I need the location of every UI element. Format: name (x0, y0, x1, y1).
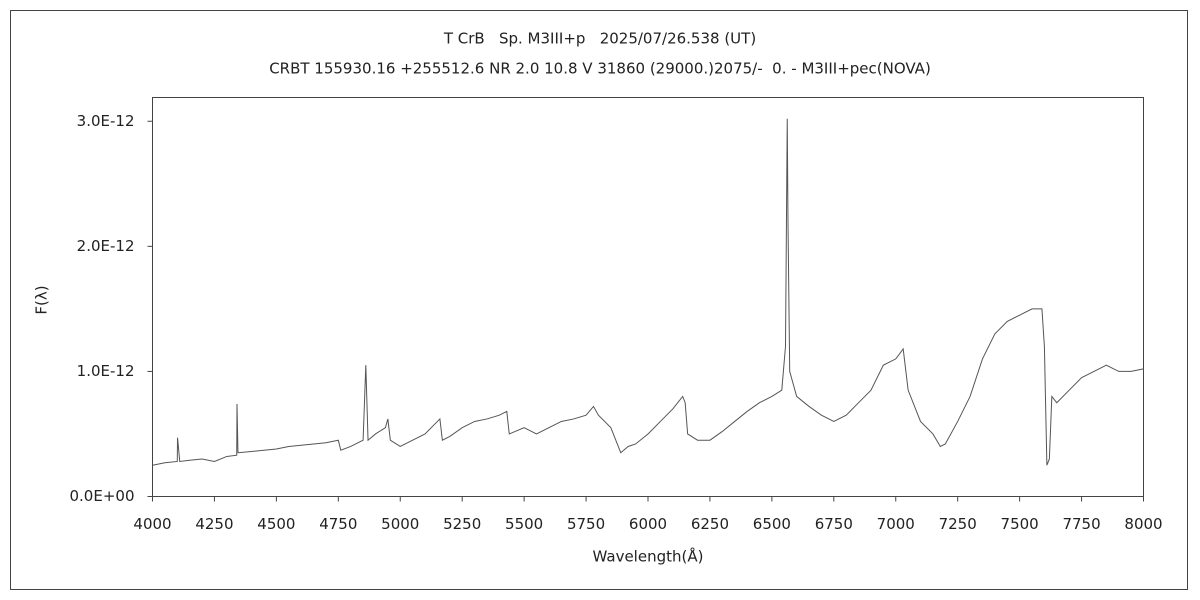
x-tick-label: 6000 (629, 515, 667, 533)
frame (10, 10, 1188, 590)
y-tick-label: 0.0E+00 (70, 487, 135, 505)
x-tick-label: 4500 (257, 515, 295, 533)
x-tick-label: 6250 (691, 515, 729, 533)
y-axis-label: F(λ) (33, 285, 51, 314)
x-tick-label: 5500 (505, 515, 543, 533)
x-tick-label: 7750 (1062, 515, 1100, 533)
y-tick-label: 1.0E-12 (77, 362, 135, 380)
x-tick-label: 7500 (1001, 515, 1039, 533)
x-tick-label: 4750 (319, 515, 357, 533)
chart-subtitle: CRBT 155930.16 +255512.6 NR 2.0 10.8 V 3… (269, 60, 931, 78)
x-tick-label: 5000 (381, 515, 419, 533)
x-tick-label: 6500 (753, 515, 791, 533)
y-tick-label: 3.0E-12 (77, 112, 135, 130)
x-tick-label: 4250 (195, 515, 233, 533)
x-tick-label: 7250 (939, 515, 977, 533)
x-tick-label: 5750 (567, 515, 605, 533)
chart-title: T CrB Sp. M3III+p 2025/07/26.538 (UT) (443, 30, 756, 48)
x-tick-label: 6750 (815, 515, 853, 533)
x-tick-label: 7000 (877, 515, 915, 533)
x-tick-label: 4000 (133, 515, 171, 533)
x-tick-label: 5250 (443, 515, 481, 533)
x-tick-label: 8000 (1124, 515, 1162, 533)
plot-area (152, 97, 1144, 497)
y-tick-label: 2.0E-12 (77, 237, 135, 255)
spectrum-line (152, 118, 1144, 466)
x-axis-label: Wavelength(Å) (593, 547, 704, 566)
